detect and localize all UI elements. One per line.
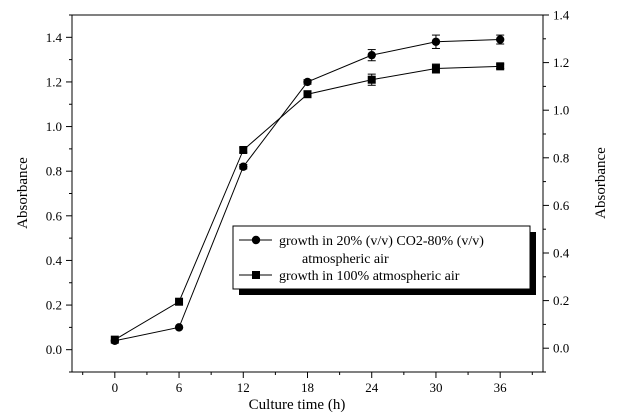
- y-axis-title-left: Absorbance: [15, 157, 31, 229]
- x-axis-title: Culture time (h): [249, 397, 346, 413]
- y-left-tick-label: 1.0: [46, 119, 62, 134]
- y-right-tick-label: 0.2: [553, 293, 569, 308]
- y-right-tick-label: 0.4: [553, 246, 570, 261]
- y-left-tick-label: 1.4: [46, 30, 63, 45]
- y-left-tick-label: 0.4: [46, 253, 63, 268]
- x-axis: 0 6 12 18 24 30 36: [82, 372, 533, 395]
- y-left-tick-label: 1.2: [46, 74, 62, 89]
- y-left-tick-label: 0.0: [46, 342, 62, 357]
- legend-label-air: growth in 100% atmospheric air: [279, 269, 460, 284]
- y-right-tick-label: 1.2: [553, 55, 569, 70]
- series-line-1: [114, 65, 501, 341]
- data-point-square: [367, 75, 376, 84]
- data-point-circle: [303, 77, 312, 87]
- series-layer: [110, 34, 505, 345]
- data-point-square: [303, 90, 312, 99]
- legend: growth in 20% (v/v) CO2-80% (v/v) atmosp…: [232, 225, 536, 295]
- data-point-square: [496, 62, 505, 71]
- legend-label-co2-line1: growth in 20% (v/v) CO2-80% (v/v): [279, 234, 484, 249]
- y-right-tick-label: 0.0: [553, 341, 569, 356]
- plot-frame: [71, 14, 544, 373]
- data-point-circle: [431, 37, 441, 46]
- y-right-tick-label: 1.4: [553, 8, 570, 23]
- x-tick-label: 30: [429, 380, 442, 395]
- legend-box: [232, 225, 531, 290]
- y-left-tick-label: 0.6: [46, 208, 63, 223]
- y-left-tick-label: 0.2: [46, 298, 62, 313]
- x-tick-label: 12: [237, 380, 250, 395]
- x-tick-label: 18: [301, 380, 314, 395]
- data-point-circle: [495, 35, 505, 44]
- legend-marker-square: [252, 271, 260, 279]
- y-axis-right: 0.0 0.2 0.4 0.6 0.8 1.0 1.2 1.4: [543, 8, 570, 373]
- x-tick-label: 0: [112, 380, 119, 395]
- data-point-square: [175, 297, 184, 306]
- y-axis-title-right: Absorbance: [593, 147, 609, 219]
- legend-marker-circle: [251, 235, 261, 245]
- data-point-square: [239, 145, 248, 154]
- legend-label-co2-line2: atmospheric air: [302, 252, 389, 267]
- data-point-circle: [367, 50, 376, 60]
- data-point-square: [431, 64, 440, 73]
- y-right-tick-label: 0.6: [553, 198, 570, 213]
- y-axis-left: 0.0 0.2 0.4 0.6 0.8 1.0 1.2 1.4: [46, 14, 72, 373]
- y-left-tick-label: 0.8: [46, 164, 62, 179]
- y-right-tick-label: 1.0: [553, 103, 569, 118]
- data-point-circle: [174, 323, 184, 332]
- x-tick-label: 36: [494, 380, 508, 395]
- data-point-circle: [239, 162, 248, 171]
- y-right-tick-label: 0.8: [553, 150, 569, 165]
- x-tick-label: 6: [176, 380, 183, 395]
- x-tick-label: 24: [365, 380, 379, 395]
- data-point-square: [110, 335, 119, 344]
